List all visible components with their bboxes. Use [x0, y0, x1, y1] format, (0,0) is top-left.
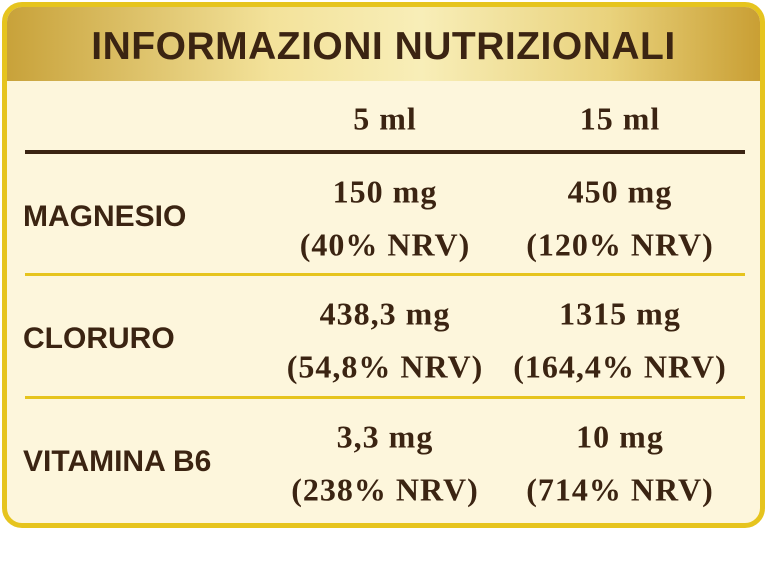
cell-text: 450 mg: [567, 173, 673, 209]
cell-text: 3,3 mg: [336, 418, 434, 454]
title: INFORMAZIONI NUTRIZIONALI: [91, 25, 676, 68]
cell-text: 438,3 mg: [319, 295, 451, 331]
cell-text: (238% NRV): [291, 471, 479, 507]
cell-text: 10 mg: [576, 418, 664, 454]
cell-text: 150 mg: [332, 173, 438, 209]
cell-text: (164,4% NRV): [513, 348, 727, 384]
row-rule: [25, 273, 745, 276]
row-label: CLORURO: [23, 321, 175, 355]
row-label: MAGNESIO: [23, 199, 187, 233]
row-label: VITAMINA B6: [23, 444, 212, 478]
cell-text: (54,8% NRV): [286, 348, 484, 384]
cell-text: (714% NRV): [526, 471, 714, 507]
nutrition-panel: INFORMAZIONI NUTRIZIONALI 5 ml 15 ml MAGNE…: [2, 2, 765, 528]
cell-text: 1315 mg: [559, 295, 681, 331]
column-header: 5 ml: [353, 100, 417, 137]
header-rule: [25, 150, 745, 154]
column-header: 15 ml: [579, 100, 661, 137]
cell-text: (120% NRV): [526, 226, 714, 262]
cell-text: (40% NRV): [299, 226, 471, 262]
row-rule: [25, 396, 745, 399]
header-band: [7, 7, 760, 81]
